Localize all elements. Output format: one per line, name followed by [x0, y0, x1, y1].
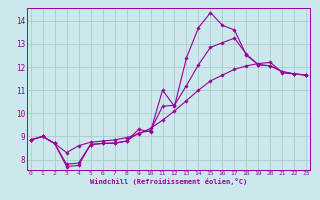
X-axis label: Windchill (Refroidissement éolien,°C): Windchill (Refroidissement éolien,°C): [90, 178, 247, 185]
